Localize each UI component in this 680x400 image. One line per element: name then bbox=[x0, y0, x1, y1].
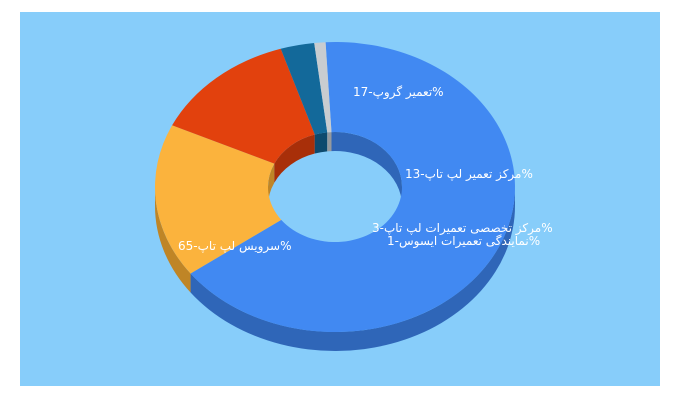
slice-inner-wall-4 bbox=[314, 132, 328, 154]
slice-inner-wall-2 bbox=[268, 163, 275, 206]
slice-3[interactable] bbox=[172, 48, 315, 164]
slice-1[interactable] bbox=[190, 42, 516, 332]
slice-outer-wall-2 bbox=[155, 187, 191, 293]
slice-4[interactable] bbox=[280, 42, 328, 135]
donut-chart: سرویس لپ تاپ-65% تعمیر گروپ-17% مرکز تعمیر… bbox=[20, 12, 660, 386]
slice-label-5: نمایندگی تعمیرات ایسوس-1% bbox=[387, 234, 540, 249]
slice-inner-wall-5 bbox=[327, 132, 332, 152]
slice-label-4: مرکز تخصصی تعمیرات لپ تاپ-3% bbox=[372, 221, 553, 236]
slice-2[interactable] bbox=[154, 125, 282, 274]
slice-inner-wall-3 bbox=[274, 134, 315, 183]
slice-label-1: سرویس لپ تاپ-65% bbox=[178, 239, 292, 254]
slice-label-2: تعمیر گروپ-17% bbox=[353, 85, 444, 100]
slice-inner-wall-1 bbox=[331, 132, 402, 206]
slice-outer-wall-1 bbox=[190, 187, 516, 351]
slice-5[interactable] bbox=[314, 42, 332, 133]
chart-panel: سرویس لپ تاپ-65% تعمیر گروپ-17% مرکز تعمیر… bbox=[20, 12, 660, 386]
slice-label-3: مرکز تعمیر لپ تاپ-13% bbox=[405, 167, 533, 182]
